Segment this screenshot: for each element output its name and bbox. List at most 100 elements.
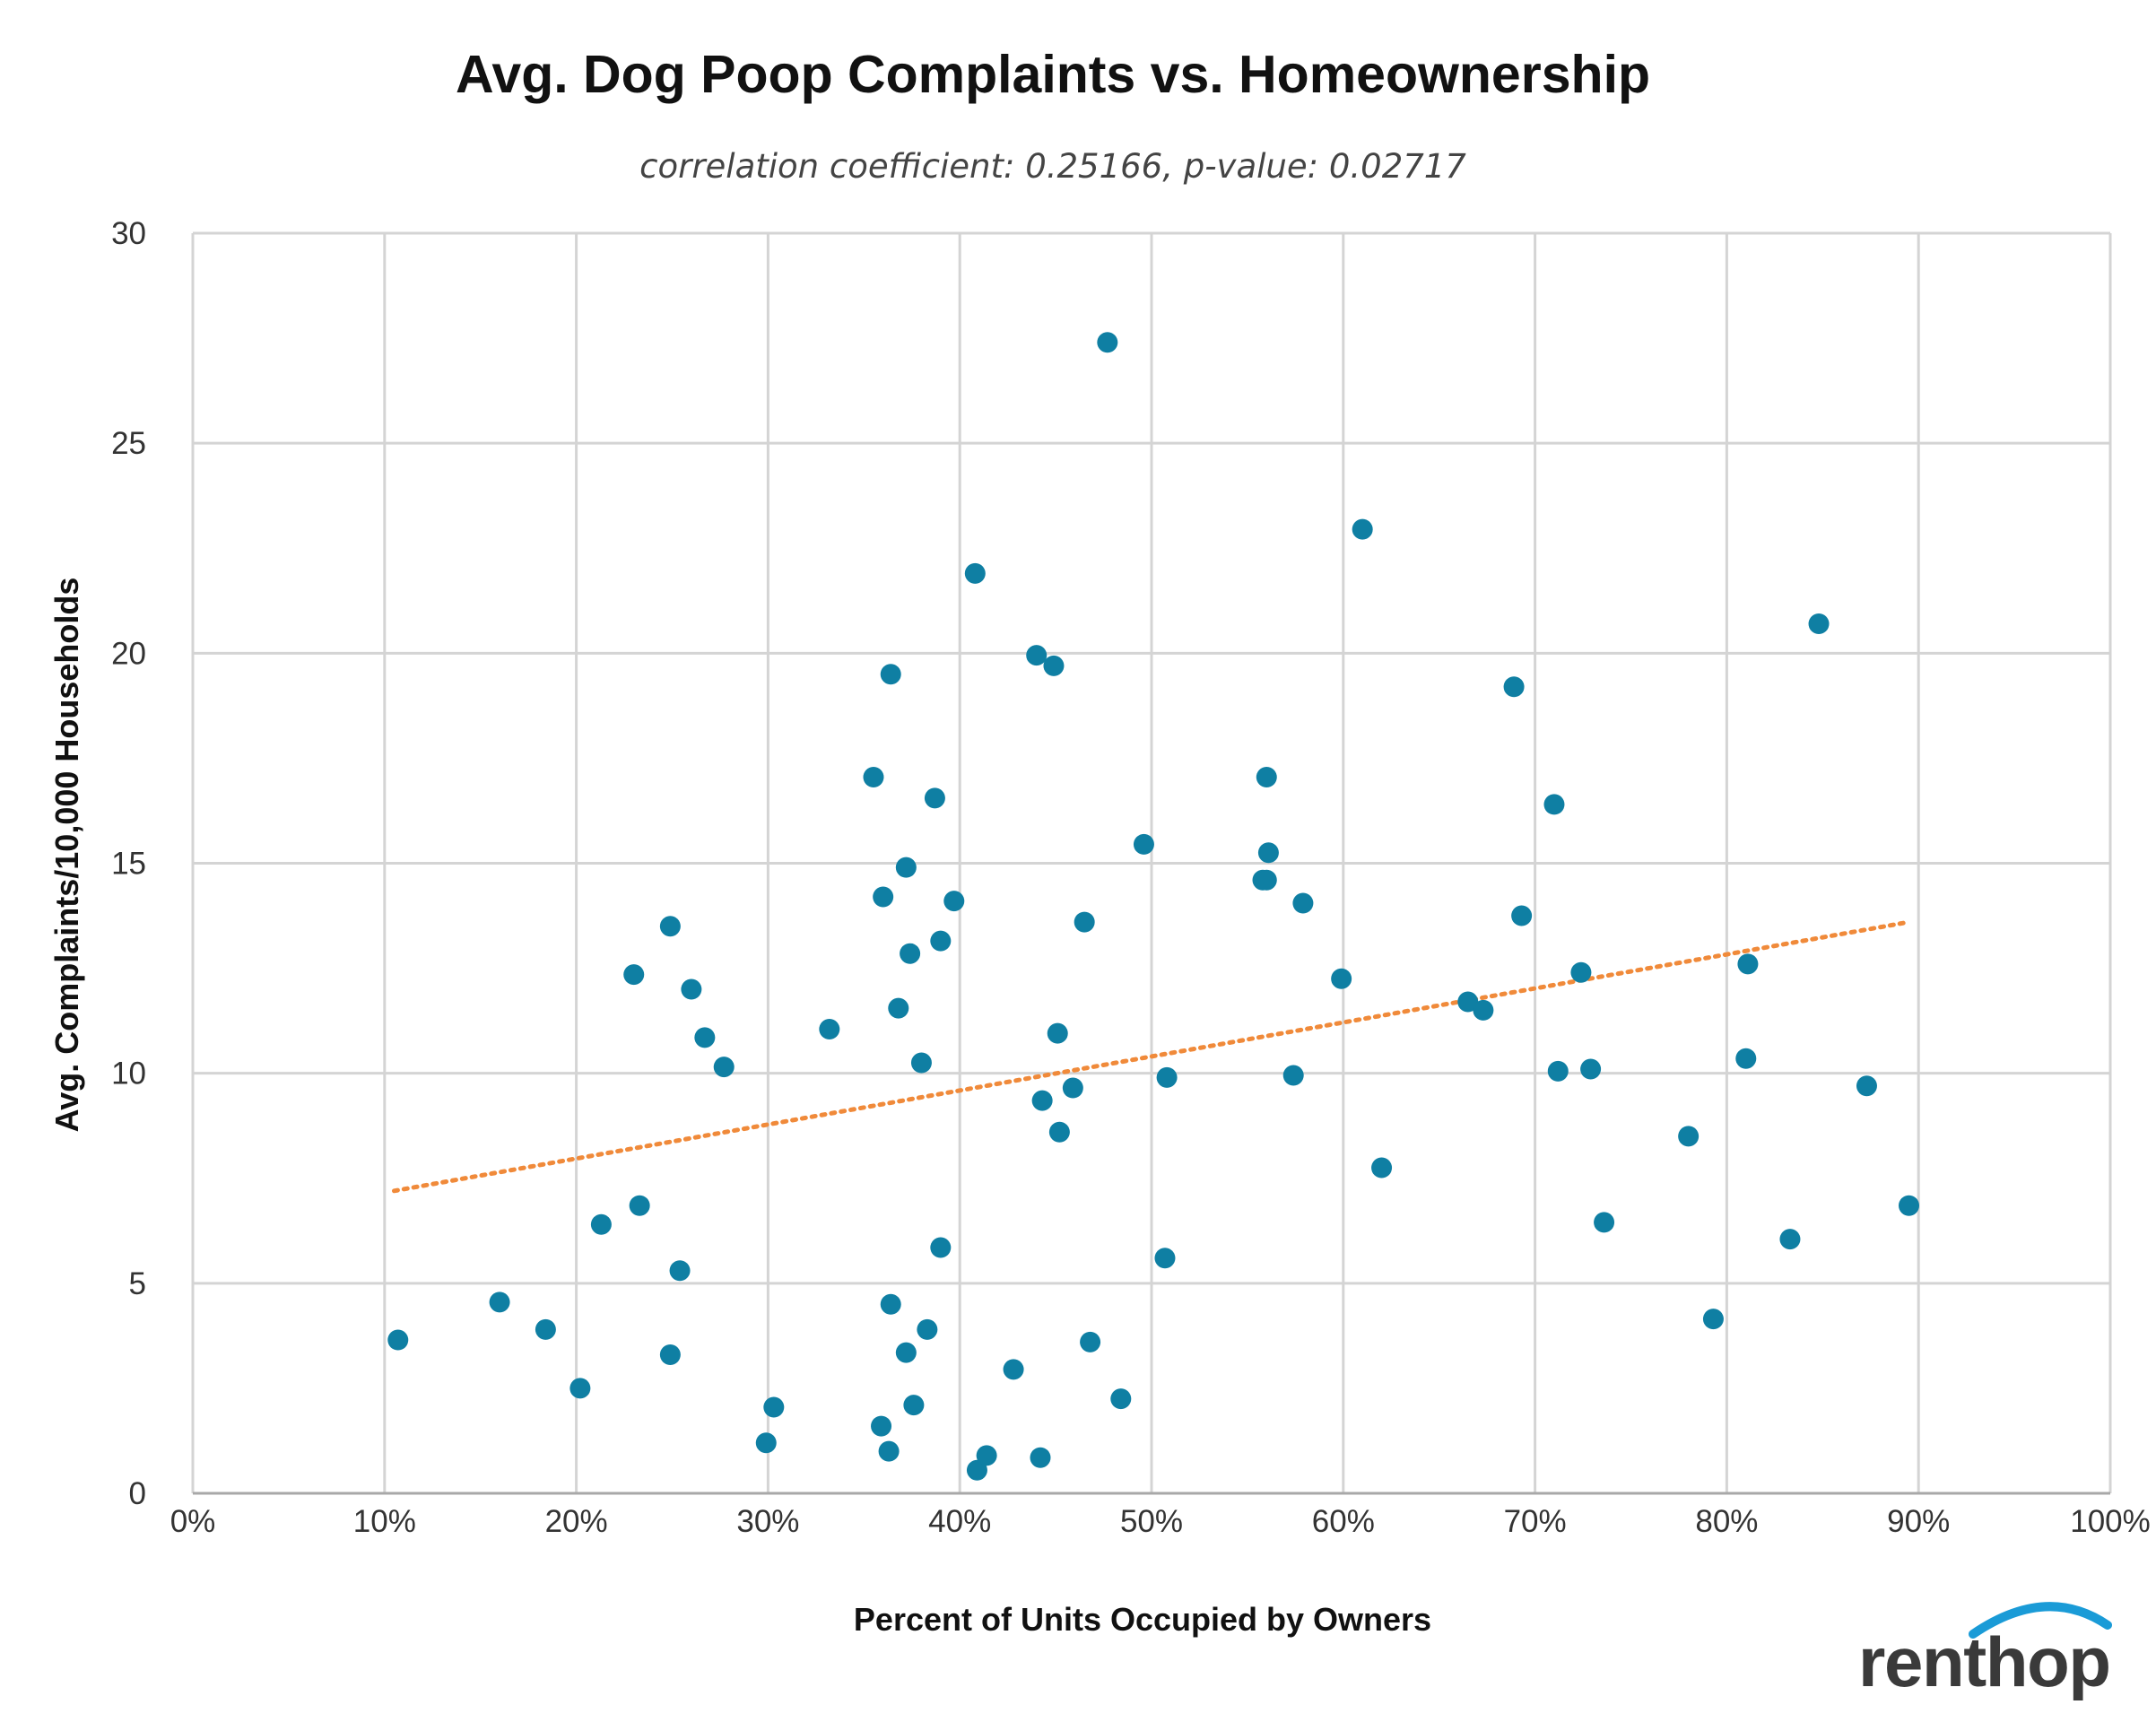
x-tick-label: 50% (1120, 1504, 1183, 1539)
data-point (964, 562, 986, 584)
data-point (713, 1057, 735, 1078)
data-point (1547, 1060, 1569, 1082)
data-point (1737, 953, 1759, 975)
renthop-logo: renthop (1858, 1602, 2112, 1701)
data-point (669, 1260, 691, 1282)
y-tick-label: 0 (129, 1476, 146, 1511)
data-point (1031, 1090, 1053, 1111)
data-point (1899, 1195, 1920, 1216)
data-point (1543, 794, 1565, 815)
data-point (1156, 1066, 1178, 1088)
data-point (489, 1292, 510, 1313)
data-point (863, 766, 884, 787)
data-point (924, 787, 945, 809)
data-point (1678, 1126, 1700, 1147)
data-point (681, 978, 702, 1000)
y-tick-label: 20 (111, 636, 146, 671)
data-point (910, 1052, 932, 1074)
data-point (1371, 1157, 1393, 1178)
data-point (1133, 833, 1154, 855)
x-tick-label: 0% (170, 1504, 216, 1539)
data-point (1043, 655, 1065, 676)
data-point (1473, 999, 1494, 1021)
x-tick-label: 90% (1887, 1504, 1950, 1539)
data-point (629, 1195, 650, 1216)
chart-title: Avg. Dog Poop Complaints vs. Homeownersh… (456, 45, 1650, 104)
x-axis-label: Percent of Units Occupied by Owners (854, 1601, 1431, 1638)
data-point (871, 1415, 892, 1437)
data-point (943, 891, 965, 912)
data-point (1457, 991, 1479, 1013)
logo-arc-icon (1969, 1602, 2112, 1639)
x-tick-label: 20% (545, 1504, 608, 1539)
data-point (880, 664, 901, 685)
data-point (1594, 1212, 1615, 1233)
trendline-layer (391, 919, 1912, 1194)
data-point (1048, 1121, 1070, 1143)
data-point (1030, 1447, 1051, 1468)
scatter-points (387, 332, 1920, 1481)
data-point (1503, 676, 1525, 698)
data-point (819, 1018, 840, 1039)
data-point (966, 1459, 987, 1481)
data-point (917, 1318, 938, 1340)
data-point (1097, 332, 1118, 353)
data-point (1856, 1075, 1877, 1097)
chart-subtitle: correlation coefficient: 0.25166, p-valu… (639, 147, 1466, 186)
data-point (1256, 869, 1277, 891)
data-point (1511, 905, 1533, 926)
trendline (391, 919, 1912, 1194)
data-point (888, 997, 909, 1019)
data-point (1154, 1248, 1176, 1269)
data-point (1047, 1022, 1068, 1044)
data-point (694, 1027, 716, 1048)
data-point (1080, 1331, 1101, 1352)
y-axis-ticks: 0 5 10 15 20 25 30 (111, 216, 146, 1511)
y-tick-label: 30 (111, 216, 146, 251)
data-point (880, 1293, 901, 1315)
data-point (1331, 968, 1352, 989)
data-point (755, 1432, 777, 1454)
y-tick-label: 15 (111, 847, 146, 882)
x-tick-label: 80% (1695, 1504, 1758, 1539)
data-point (1352, 518, 1373, 540)
y-tick-label: 10 (111, 1057, 146, 1091)
x-tick-label: 70% (1504, 1504, 1567, 1539)
data-point (1257, 842, 1279, 864)
y-tick-label: 25 (111, 426, 146, 461)
data-point (1110, 1388, 1132, 1410)
logo-wordmark: renthop (1858, 1622, 2111, 1701)
data-point (1292, 892, 1314, 914)
data-point (1570, 961, 1592, 983)
data-point (878, 1440, 900, 1462)
x-tick-label: 40% (928, 1504, 991, 1539)
data-point (1256, 766, 1277, 787)
data-point (1074, 911, 1095, 933)
data-point (1808, 613, 1830, 635)
data-point (1779, 1229, 1801, 1250)
data-point (873, 886, 894, 908)
x-tick-label: 30% (736, 1504, 799, 1539)
data-point (659, 916, 681, 937)
data-point (976, 1445, 997, 1466)
data-point (659, 1344, 681, 1365)
data-point (1702, 1309, 1724, 1330)
x-axis-ticks: 0% 10% 20% 30% 40% 50% 60% 70% 80% 90% 100% (170, 1504, 2151, 1539)
x-tick-label: 60% (1312, 1504, 1375, 1539)
data-point (930, 1237, 952, 1258)
data-point (1282, 1065, 1304, 1086)
data-point (535, 1318, 556, 1340)
y-axis-label: Avg. Complaints/10,000 Households (48, 578, 85, 1133)
y-tick-label: 5 (129, 1266, 146, 1301)
data-point (763, 1396, 785, 1418)
data-point (903, 1395, 925, 1416)
data-point (900, 943, 921, 964)
data-point (569, 1378, 591, 1399)
plot-grid (191, 231, 2112, 1495)
data-point (895, 857, 917, 878)
data-point (623, 964, 645, 986)
data-point (1580, 1058, 1602, 1080)
x-tick-label: 100% (2070, 1504, 2151, 1539)
data-point (1062, 1077, 1083, 1099)
